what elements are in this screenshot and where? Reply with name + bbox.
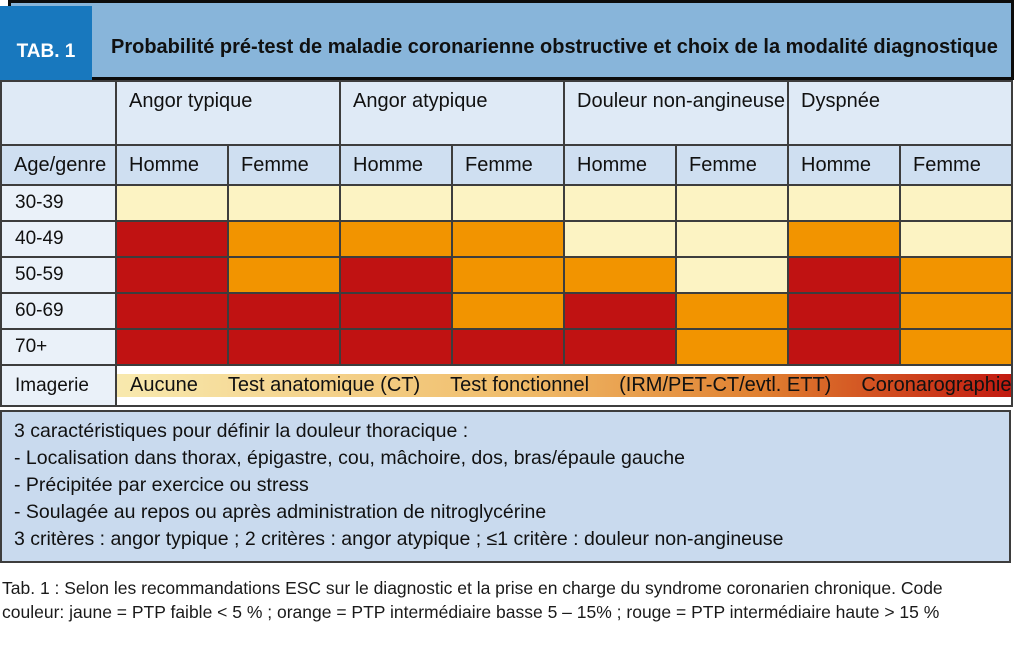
- imaging-option: Aucune: [130, 374, 198, 396]
- ptp-level-cell-yellow: [899, 184, 1014, 222]
- ptp-level-cell-red: [226, 292, 342, 330]
- ptp-level-cell-red: [339, 328, 454, 366]
- ptp-level-cell-orange: [451, 292, 566, 330]
- ptp-level-cell-red: [787, 328, 902, 366]
- imaging-option: (IRM/PET-CT/evtl. ETT): [619, 374, 832, 396]
- table-row: 30-39: [0, 184, 1014, 222]
- ptp-level-cell-red: [115, 220, 229, 258]
- symptom-group-dyspnee: Dyspnée: [787, 80, 1014, 146]
- imaging-option: Test fonctionnel: [450, 374, 590, 396]
- tab-number-label: TAB. 1: [16, 41, 76, 62]
- ptp-level-cell-orange: [451, 256, 566, 294]
- ptp-level-cell-yellow: [563, 184, 678, 222]
- age-genre-header: Age/genre: [0, 144, 117, 186]
- ptp-level-cell-orange: [226, 220, 342, 258]
- ptp-level-cell-yellow: [675, 220, 790, 258]
- note-line: 3 critères : angor typique ; 2 critères …: [14, 527, 784, 550]
- symptom-group-douleur-non-angineuse: Douleur non-angineuse: [563, 80, 790, 146]
- note-line: - Soulagée au repos ou après administrat…: [14, 500, 547, 523]
- gender-header-cell: Femme: [675, 144, 790, 186]
- ptp-level-cell-yellow: [675, 184, 790, 222]
- table-row: 50-59: [0, 256, 1014, 294]
- age-range-label: 40-49: [0, 220, 117, 258]
- gender-header-cell: Homme: [563, 144, 678, 186]
- ptp-rows: Angor typique Angor atypique Douleur non…: [0, 80, 1014, 407]
- ptp-level-cell-yellow: [339, 184, 454, 222]
- age-range-label: 60-69: [0, 292, 117, 330]
- ptp-level-cell-yellow: [675, 256, 790, 294]
- ptp-level-cell-red: [787, 292, 902, 330]
- ptp-level-cell-red: [451, 328, 566, 366]
- title-banner: Probabilité pré-test de maladie coronari…: [8, 0, 1014, 80]
- note-line: - Localisation dans thorax, épigastre, c…: [14, 446, 685, 469]
- imaging-option: Test anatomique (CT): [227, 374, 421, 396]
- gender-header-row: Age/genre Homme Femme Homme Femme Homme Femme…: [0, 144, 1014, 186]
- symptom-group-angor-atypique: Angor atypique: [339, 80, 566, 146]
- ptp-level-cell-red: [339, 256, 454, 294]
- gender-header-cell: Homme: [339, 144, 454, 186]
- ptp-level-cell-red: [563, 328, 678, 366]
- note-line: 3 caractéristiques pour définir la doule…: [14, 420, 469, 442]
- figure-header: Probabilité pré-test de maladie coronari…: [0, 0, 1024, 80]
- symptom-group-angor-typique: Angor typique: [114, 80, 342, 146]
- ptp-level-cell-red: [339, 292, 454, 330]
- ptp-level-cell-orange: [675, 292, 790, 330]
- imaging-option: Coronarographie: [861, 374, 1012, 396]
- gender-header-cell: Femme: [451, 144, 566, 186]
- ptp-level-cell-red: [787, 256, 902, 294]
- symptom-group-header-row: Angor typique Angor atypique Douleur non…: [0, 80, 1014, 146]
- ptp-level-cell-orange: [339, 220, 454, 258]
- table-row: 40-49: [0, 220, 1014, 258]
- gender-header-cell: Homme: [787, 144, 902, 186]
- note-line: - Précipitée par exercice ou stress: [14, 473, 309, 496]
- ptp-level-cell-yellow: [899, 220, 1014, 258]
- ptp-level-cell-red: [115, 328, 229, 366]
- tab-number-badge: TAB. 1: [0, 6, 92, 80]
- ptp-level-cell-orange: [899, 256, 1014, 294]
- ptp-level-cell-orange: [451, 220, 566, 258]
- figure-title: Probabilité pré-test de maladie coronari…: [111, 35, 998, 58]
- table-row: 70+: [0, 328, 1014, 366]
- imaging-scale: Aucune Test anatomique (CT) Test fonctionn…: [118, 374, 1012, 397]
- ptp-level-cell-red: [226, 328, 342, 366]
- ptp-level-cell-orange: [899, 328, 1014, 366]
- gender-header-cell: Homme: [115, 144, 229, 186]
- notes-block: 3 caractéristiques pour définir la doule…: [0, 410, 1011, 563]
- table-row: 60-69: [0, 292, 1014, 330]
- imaging-row-label: Imagerie: [0, 364, 117, 407]
- ptp-level-cell-orange: [563, 256, 678, 294]
- ptp-table: Angor typique Angor atypique Douleur non…: [0, 80, 1014, 407]
- age-range-label: 70+: [0, 328, 117, 366]
- ptp-level-cell-red: [115, 292, 229, 330]
- ptp-level-cell-yellow: [563, 220, 678, 258]
- ptp-level-cell-yellow: [451, 184, 566, 222]
- ptp-level-cell-orange: [675, 328, 790, 366]
- ptp-level-cell-red: [115, 256, 229, 294]
- age-range-label: 50-59: [0, 256, 117, 294]
- ptp-level-cell-yellow: [226, 184, 342, 222]
- ptp-level-cell-yellow: [787, 184, 902, 222]
- imaging-scale-cell: Aucune Test anatomique (CT) Test fonctionn…: [114, 364, 1014, 407]
- gender-header-cell: Femme: [899, 144, 1014, 186]
- ptp-level-cell-orange: [226, 256, 342, 294]
- ptp-level-cell-orange: [899, 292, 1014, 330]
- age-range-label: 30-39: [0, 184, 117, 222]
- ptp-level-cell-yellow: [115, 184, 229, 222]
- corner-cell: [0, 80, 117, 146]
- imaging-row: Imagerie Aucune Test anatomique (CT) Test …: [0, 364, 1014, 407]
- figure-caption: Tab. 1 : Selon les recommandations ESC s…: [2, 577, 943, 623]
- ptp-level-cell-red: [563, 292, 678, 330]
- ptp-level-cell-orange: [787, 220, 902, 258]
- gender-header-cell: Femme: [226, 144, 342, 186]
